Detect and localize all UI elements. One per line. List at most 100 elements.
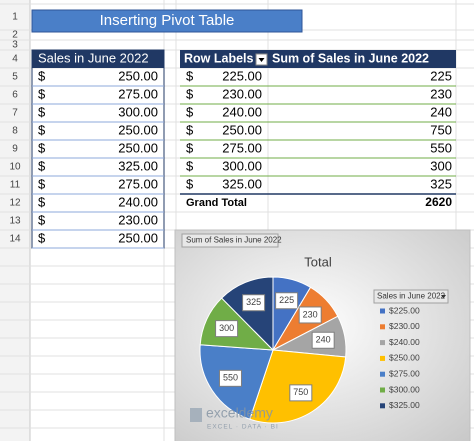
- pivot-label: 225.00: [222, 68, 262, 83]
- pivot-sum: 550: [430, 140, 452, 155]
- legend-label: $325.00: [389, 400, 420, 410]
- pivot-sum: 750: [430, 122, 452, 137]
- currency-symbol: $: [38, 230, 46, 245]
- pivot-label: 300.00: [222, 158, 262, 173]
- currency-symbol: $: [38, 104, 46, 119]
- sales-value: 325.00: [118, 158, 158, 173]
- row-number: 10: [9, 162, 21, 173]
- data-label-box: [218, 369, 242, 387]
- watermark-tagline: EXCEL · DATA · BI: [207, 424, 279, 431]
- currency-symbol: $: [38, 68, 46, 83]
- sales-value: 275.00: [118, 176, 158, 191]
- row-number: 8: [12, 126, 18, 137]
- legend-marker: [380, 403, 385, 409]
- row-number: 13: [9, 216, 21, 227]
- chart-title: Total: [304, 254, 332, 269]
- currency-symbol: $: [38, 176, 46, 191]
- watermark-name: exceldemy: [206, 405, 273, 421]
- sales-value: 250.00: [118, 122, 158, 137]
- pivot-sum: 300: [430, 158, 452, 173]
- currency-symbol: $: [38, 140, 46, 155]
- sales-value: 250.00: [118, 140, 158, 155]
- sales-value: 250.00: [118, 230, 158, 245]
- data-label: 750: [293, 387, 308, 397]
- data-label-box: [275, 292, 299, 310]
- row-number: 5: [12, 72, 18, 83]
- data-label: 230: [303, 309, 318, 319]
- legend-arrow: [441, 295, 446, 299]
- pivot-sum: 225: [430, 68, 452, 83]
- pivot-sum: 230: [430, 86, 452, 101]
- pivot-symbol: $: [186, 140, 194, 155]
- pivot-symbol: $: [186, 86, 194, 101]
- field-button-label: Sum of Sales in June 2022: [186, 236, 282, 245]
- pivot-label: 325.00: [222, 176, 262, 191]
- currency-symbol: $: [38, 212, 46, 227]
- legend-marker: [380, 308, 385, 314]
- data-label-box: [215, 320, 239, 338]
- row-header-bg: [0, 0, 30, 441]
- currency-symbol: $: [38, 194, 46, 209]
- sales-value: 240.00: [118, 194, 158, 209]
- row-number: 1: [12, 12, 18, 23]
- field-button[interactable]: [181, 233, 279, 248]
- pivot-symbol: $: [186, 176, 194, 191]
- data-label: 240: [316, 335, 331, 345]
- row-number: 2: [12, 30, 18, 41]
- legend-marker: [380, 355, 385, 361]
- currency-symbol: $: [38, 122, 46, 137]
- data-label: 225: [279, 295, 294, 305]
- data-label: 325: [246, 297, 261, 307]
- legend-label: $250.00: [389, 353, 420, 363]
- legend-button[interactable]: [373, 289, 449, 304]
- sales-value: 250.00: [118, 68, 158, 83]
- legend-label: $225.00: [389, 305, 420, 315]
- title: Inserting Pivot Table: [100, 12, 235, 29]
- pivot-label: 275.00: [222, 140, 262, 155]
- legend-marker: [380, 371, 385, 377]
- row-number: 3: [12, 40, 18, 51]
- legend-title: Sales in June 2022: [377, 292, 446, 301]
- pivot-symbol: $: [186, 122, 194, 137]
- pivot-symbol: $: [186, 104, 194, 119]
- row-number: 12: [9, 198, 21, 209]
- currency-symbol: $: [38, 86, 46, 101]
- sales-value: 230.00: [118, 212, 158, 227]
- data-label: 550: [223, 373, 238, 383]
- sales-header-bg: [32, 50, 164, 68]
- pivot-label: 230.00: [222, 86, 262, 101]
- data-label-box: [242, 294, 266, 312]
- sales-value: 300.00: [118, 104, 158, 119]
- data-label-box: [311, 331, 335, 349]
- pivot-header: Sum of Sales in June 2022: [272, 51, 429, 65]
- total-label: Grand Total: [186, 197, 247, 209]
- title-bar: [31, 9, 303, 33]
- row-number: 4: [12, 54, 18, 65]
- pivot-label: 240.00: [222, 104, 262, 119]
- currency-symbol: $: [38, 158, 46, 173]
- row-number: 9: [12, 144, 18, 155]
- legend-marker: [380, 324, 385, 330]
- row-number: 14: [9, 234, 21, 245]
- legend-label: $240.00: [389, 337, 420, 347]
- legend-label: $275.00: [389, 368, 420, 378]
- total-value: 2620: [425, 195, 452, 209]
- legend-marker: [380, 340, 385, 346]
- row-number: 7: [12, 108, 18, 119]
- legend-marker: [380, 387, 385, 393]
- row-number: 11: [10, 180, 21, 191]
- sales-value: 275.00: [118, 86, 158, 101]
- filter-arrow: [258, 58, 265, 62]
- legend-label: $230.00: [389, 321, 420, 331]
- sales-header: Sales in June 2022: [38, 50, 149, 65]
- row-number: 6: [12, 90, 18, 101]
- pivot-header: Row Labels: [184, 51, 254, 65]
- pivot-symbol: $: [186, 68, 194, 83]
- pivot-label: 250.00: [222, 122, 262, 137]
- watermark-icon: [190, 408, 202, 422]
- legend-label: $300.00: [389, 384, 420, 394]
- data-label-box: [298, 306, 322, 324]
- pivot-sum: 240: [430, 104, 452, 119]
